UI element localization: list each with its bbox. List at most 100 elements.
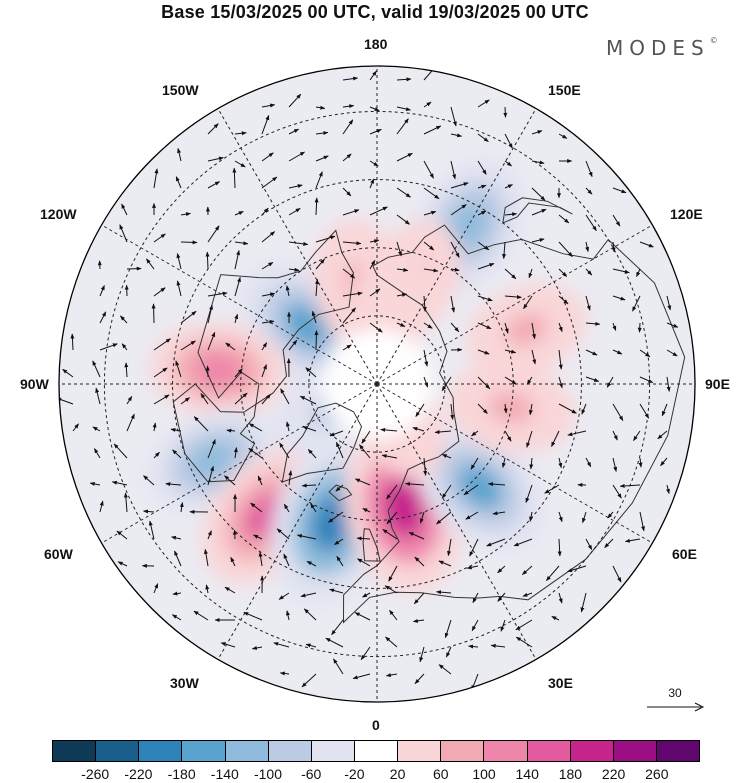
wind-arrow (207, 439, 216, 459)
colorbar-tick-label: 260 (645, 766, 669, 782)
wind-arrow (234, 160, 246, 168)
wind-arrow (450, 106, 457, 127)
brand-name: MODES (606, 36, 710, 60)
wind-arrow (248, 423, 263, 432)
meridian-line (101, 383, 378, 544)
brand-logo: MODES© (606, 36, 718, 60)
meridian-line (376, 383, 653, 544)
wind-arrow (381, 454, 398, 459)
wind-arrow (253, 534, 263, 540)
anomaly-core (457, 464, 503, 510)
wind-arrow (666, 376, 671, 392)
wind-arrow (413, 592, 425, 605)
wind-arrow (396, 214, 411, 225)
wind-arrow (342, 104, 355, 109)
wind-arrow (369, 106, 380, 112)
wind-arrow (315, 258, 325, 270)
meridian-label-60e: 60E (672, 546, 697, 562)
colorbar-swatch (310, 741, 354, 761)
colorbar-swatch (655, 741, 700, 761)
wind-arrow (666, 322, 679, 328)
colorbar-tick-label: 220 (601, 766, 626, 782)
wind-arrow (639, 241, 654, 248)
wind-arrow (200, 393, 209, 405)
wind-arrow (225, 342, 236, 351)
wind-arrow (124, 362, 129, 378)
colorbar-tick-label: 20 (389, 766, 406, 782)
wind-arrow (525, 484, 533, 503)
wind-arrow (151, 303, 156, 324)
coastline (172, 229, 354, 483)
wind-arrow (612, 268, 630, 274)
wind-arrow (143, 509, 155, 514)
meridian-label-180: 180 (364, 36, 388, 52)
wind-arrow (469, 538, 479, 557)
wind-arrow (544, 484, 560, 494)
wind-arrow (261, 207, 269, 216)
wind-arrow (504, 212, 518, 217)
wind-arrow (585, 538, 593, 551)
wind-arrow (356, 536, 371, 541)
wind-arrow (419, 511, 425, 524)
wind-arrow (352, 673, 371, 680)
wind-arrow (396, 267, 409, 272)
wind-arrow (585, 321, 601, 326)
wind-arrow (279, 442, 290, 459)
wind-arrow (612, 295, 626, 301)
wind-arrow (396, 152, 413, 162)
wind-arrow (558, 241, 573, 258)
wind-arrow (450, 295, 456, 313)
wind-arrow (89, 481, 101, 486)
wind-arrow (612, 349, 623, 355)
wind-arrow (612, 187, 627, 194)
wind-arrow (531, 160, 545, 165)
map-title: Base 15/03/2025 00 UTC, valid 19/03/2025… (161, 2, 589, 22)
wind-arrow (333, 658, 344, 675)
wind-arrow (153, 394, 170, 405)
wind-arrow (468, 644, 479, 649)
wind-arrow (386, 484, 398, 500)
wind-arrow (529, 511, 534, 522)
wind-arrow (502, 241, 507, 260)
wind-arrow (257, 475, 263, 486)
wind-arrow (117, 561, 128, 567)
wind-arrow (503, 403, 508, 414)
meridian-label-120w: 120W (40, 206, 77, 222)
meridian-label-90w: 90W (20, 376, 49, 392)
colorbar-swatch (353, 741, 398, 761)
wind-arrow (503, 106, 508, 118)
colorbar-ticks: -260 -220 -180 -140 -100 -60 -20 20 60 100 140 180 2… (52, 766, 700, 782)
colorbar-swatch (397, 741, 441, 761)
colorbar-tick-label: -60 (301, 766, 322, 782)
wind-arrow (396, 322, 406, 327)
wind-arrow (325, 637, 344, 648)
wind-arrow (328, 511, 344, 523)
anomaly-core (488, 391, 534, 424)
wind-arrow (558, 376, 563, 389)
wind-arrow (369, 70, 377, 81)
wind-arrow (234, 313, 239, 324)
wind-arrow (278, 592, 290, 600)
wind-arrow (288, 339, 298, 351)
wind-arrow (342, 307, 356, 324)
wind-arrow (639, 511, 645, 532)
wind-arrow (307, 449, 317, 459)
wind-arrow (315, 278, 320, 297)
wind-arrow (612, 457, 618, 472)
wind-arrow (333, 538, 344, 546)
anomaly-core (194, 353, 243, 387)
colorbar-tick-label: 140 (515, 766, 539, 782)
wind-arrow (470, 457, 479, 470)
wind-arrow (639, 376, 654, 384)
wind-arrow (354, 612, 371, 621)
wind-arrow (612, 322, 617, 331)
colorbar-swatch (267, 741, 311, 761)
wind-arrow (180, 310, 197, 324)
wind-arrow (396, 118, 409, 135)
wind-arrow (342, 241, 362, 246)
wind-arrow (557, 538, 562, 557)
wind-arrow (261, 152, 274, 162)
meridian-label-60w: 60W (44, 546, 73, 562)
wind-arrow (612, 484, 622, 499)
wind-arrow (180, 397, 191, 405)
